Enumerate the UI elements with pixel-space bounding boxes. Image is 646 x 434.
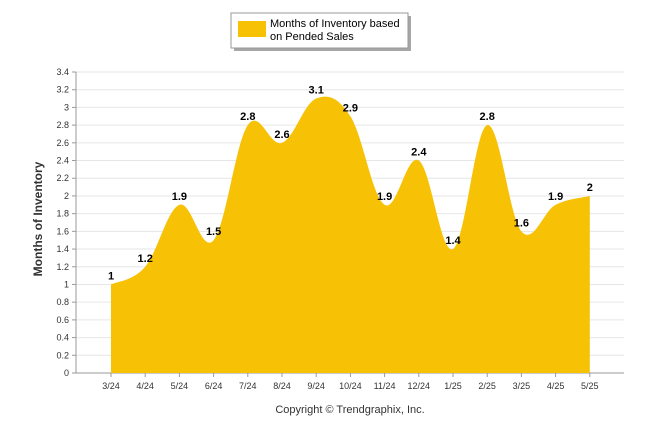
data-label: 2.8	[480, 111, 495, 123]
x-tick-label: 5/25	[581, 381, 599, 391]
legend-swatch	[238, 21, 266, 37]
y-tick-label: 0.4	[56, 333, 69, 343]
data-label: 2.4	[411, 147, 427, 159]
data-label: 2.6	[274, 129, 289, 141]
y-tick-label: 1.2	[56, 262, 69, 272]
y-tick-label: 2	[64, 191, 69, 201]
x-tick-label: 3/24	[102, 381, 120, 391]
area-series	[111, 96, 590, 374]
y-tick-label: 2.2	[56, 173, 69, 183]
x-tick-labels: 3/24 4/24 5/24 6/24 7/24 8/24 9/24 10/24 11/24 12…	[102, 381, 598, 391]
y-tick-label: 1	[64, 279, 69, 289]
y-axis-title: Months of Inventory	[31, 161, 45, 276]
x-tick-label: 8/24	[273, 381, 291, 391]
x-tick-label: 9/24	[307, 381, 325, 391]
x-tick-label: 10/24	[339, 381, 362, 391]
y-tick-label: 3.2	[56, 85, 69, 95]
x-tick-label: 4/25	[547, 381, 565, 391]
y-tick-label: 0.6	[56, 315, 69, 325]
legend-line-1: Months of Inventory based	[270, 18, 400, 30]
data-label: 1	[108, 270, 114, 282]
data-label: 1.9	[377, 191, 392, 203]
data-label: 2.9	[343, 102, 358, 114]
x-tick-label: 1/25	[444, 381, 462, 391]
y-tick-labels: 0 0.2 0.4 0.6 0.8 1 1.2 1.4 1.6 1.8 2 2.2 2.4 2.6 2.8 3…	[56, 67, 69, 378]
y-tick-label: 3.4	[56, 67, 69, 77]
data-label: 1.9	[548, 191, 563, 203]
data-label: 1.4	[445, 235, 461, 247]
x-tick-label: 11/24	[374, 381, 396, 391]
y-tick-label: 2.8	[56, 120, 69, 130]
y-tick-label: 2.4	[56, 156, 69, 166]
x-tick-label: 2/25	[478, 381, 496, 391]
data-label: 2	[587, 182, 593, 194]
x-tick-label: 7/24	[239, 381, 257, 391]
copyright-text: Copyright © Trendgraphix, Inc.	[275, 404, 424, 416]
y-tick-label: 1.4	[56, 244, 69, 254]
data-label: 1.6	[514, 217, 529, 229]
x-tick-label: 6/24	[205, 381, 223, 391]
y-tick-label: 1.8	[56, 209, 69, 219]
data-label: 1.9	[172, 191, 187, 203]
x-tick-label: 5/24	[171, 381, 189, 391]
data-label: 1.5	[206, 226, 221, 238]
y-tick-label: 0	[64, 368, 69, 378]
y-tick-label: 2.6	[56, 138, 69, 148]
x-tick-label: 4/24	[136, 381, 154, 391]
data-labels: 1 1.2 1.9 1.5 2.8 2.6 3.1 2.9 1.9 2.4 1.4 2.8 1.6 1.9…	[108, 85, 593, 283]
data-label: 1.2	[138, 253, 153, 265]
data-label: 2.8	[240, 111, 255, 123]
y-tick-label: 0.8	[56, 297, 69, 307]
legend-line-2: on Pended Sales	[270, 31, 354, 43]
legend: Months of Inventory based on Pended Sale…	[230, 12, 411, 51]
y-tick-label: 1.6	[56, 226, 69, 236]
data-label: 3.1	[309, 85, 324, 97]
y-tick-label: 3	[64, 102, 69, 112]
x-tick-label: 12/24	[408, 381, 431, 391]
x-tick-label: 3/25	[513, 381, 531, 391]
y-tick-label: 0.2	[56, 350, 69, 360]
